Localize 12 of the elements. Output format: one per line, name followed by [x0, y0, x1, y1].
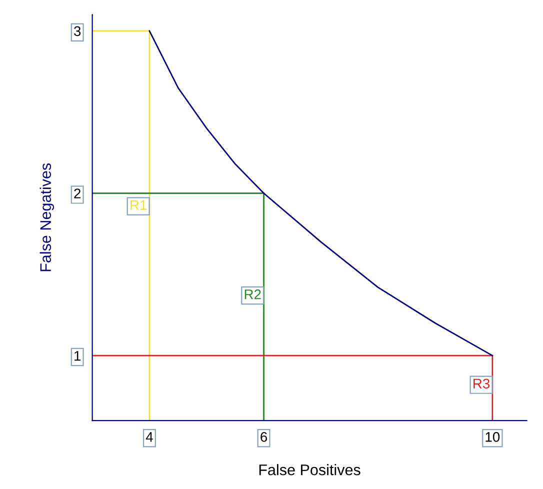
- x-tick-label: 10: [486, 432, 500, 442]
- series-label: R2: [244, 289, 261, 300]
- x-tick-label: 4: [146, 432, 153, 442]
- y-axis-title: False Negatives: [40, 163, 54, 272]
- line-series: [148, 30, 494, 356]
- x-axis-title: False Positives: [259, 464, 360, 476]
- y-tick-label: 2: [74, 188, 80, 198]
- x-tick-label: 6: [260, 432, 268, 442]
- series-label: R3: [474, 378, 490, 389]
- y-tick-label: 3: [74, 26, 81, 36]
- series-label: R1: [130, 200, 147, 210]
- y-tick-label: 1: [74, 351, 81, 361]
